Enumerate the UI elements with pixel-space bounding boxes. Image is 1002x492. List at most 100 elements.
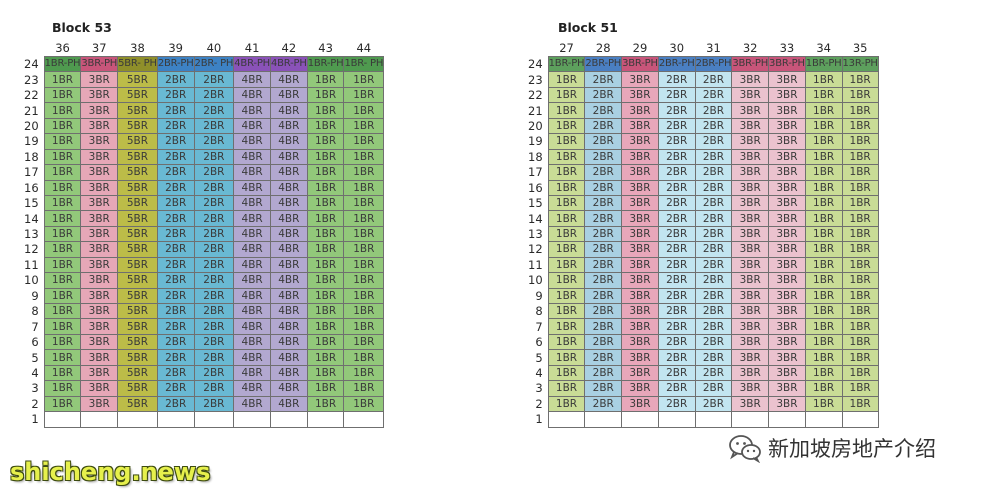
floor-row: 16 1BR 3BR 5BR 2BR 2BR 4BR 4BR 1BR 1BR [24,179,385,196]
unit-cell: 4BR [269,333,308,351]
unit-cell: 4BR [233,102,271,119]
unit-cell: 4BR [269,102,308,119]
floor-number: 7 [31,319,39,334]
unit-cell: 4BR [233,349,271,366]
unit-cell: 3BR [80,225,119,243]
unit-cell: 4BR [233,302,271,320]
penthouse-unit-cell: 1BR-PH [43,55,82,73]
unit-cell: 2BR [156,349,195,366]
floor-number: 22 [24,88,39,103]
unit-cell: 4BR [233,287,271,305]
unit-cell: 3BR [621,102,659,119]
unit-cell: 2BR [156,380,195,397]
unit-cell: 4BR [269,241,308,258]
penthouse-unit-cell: 2BR-PH [156,55,195,73]
unit-cell: 3BR [621,148,659,166]
unit-cell: 1BR [306,287,345,305]
unit-cell: 3BR [731,241,770,258]
unit-cell: 1BR [841,164,879,181]
unit-cell: 2BR [193,194,235,212]
unit-cell: 1BR [547,164,586,181]
floor-row: 13 1BR 3BR 5BR 2BR 2BR 4BR 4BR 1BR 1BR [24,225,385,243]
unit-cell: 3BR [731,256,770,274]
unit-cell: 1BR [841,86,879,104]
unit-cell: 5BR [117,133,158,150]
unit-cell: 3BR [768,71,806,88]
unit-cell: 3BR [80,241,119,258]
unit-cell: 4BR [233,241,271,258]
unit-cell: 3BR [621,179,659,196]
unit-cell: 3BR [621,333,659,351]
unit-cell: 2BR [156,164,195,181]
unit-cell: 1BR [306,380,345,397]
floor-number: 11 [24,257,39,272]
penthouse-unit-cell: 5BR- PH [117,55,158,73]
unit-cell: 3BR [768,272,806,289]
unit-cell: 1BR [547,349,586,366]
unit-cell: 2BR [694,395,733,413]
unit-cell: 1BR [547,148,586,166]
unit-cell: 1BR [841,395,879,413]
unit-cell: 2BR [584,241,623,258]
unit-cell: 3BR [621,225,659,243]
unit-cell: 1BR [43,287,82,305]
floor-number: 23 [24,72,39,87]
unit-cell: 3BR [80,86,119,104]
unit-cell: 2BR [657,256,696,274]
unit-cell: 1BR [343,302,385,320]
unit-cell: 4BR [233,71,271,88]
unit-cell: 1BR [343,225,385,243]
unit-cell: 5BR [117,71,158,88]
unit-cell: 3BR [80,179,119,196]
floor-row: 18 1BR 2BR 3BR 2BR 2BR 3BR 3BR 1BR 1BR [528,148,879,166]
floor-row: 22 1BR 3BR 5BR 2BR 2BR 4BR 4BR 1BR 1BR [24,86,385,104]
floor-row: 22 1BR 2BR 3BR 2BR 2BR 3BR 3BR 1BR 1BR [528,86,879,104]
unit-cell: 3BR [80,256,119,274]
unit-cell: 2BR [694,380,733,397]
floor-number: 8 [535,304,543,319]
unit-cell: 5BR [117,380,158,397]
unit-cell: 4BR [269,117,308,135]
unit-cell: 3BR [731,333,770,351]
floor-row: 21 1BR 3BR 5BR 2BR 2BR 4BR 4BR 1BR 1BR [24,102,385,119]
unit-cell: 2BR [657,395,696,413]
stack-number: 44 [356,41,372,55]
unit-cell: 1BR [547,102,586,119]
floor-number: 9 [535,288,543,303]
stack-number: 41 [244,41,260,55]
floor-number: 3 [535,381,543,396]
unit-cell: 3BR [80,272,119,289]
floor-row: 5 1BR 2BR 3BR 2BR 2BR 3BR 3BR 1BR 1BR [528,349,879,366]
unit-cell: 3BR [768,364,806,382]
stack-number: 38 [130,41,145,55]
unit-cell: 3BR [621,210,659,227]
unit-cell: 3BR [621,302,659,320]
header-corner [24,40,44,57]
unit-cell: 4BR [233,380,271,397]
unit-cell: 1BR [306,117,345,135]
unit-cell: 2BR [657,333,696,351]
unit-cell: 2BR [694,194,733,212]
unit-cell: 2BR [657,117,696,135]
unit-cell: 2BR [156,71,195,88]
unit-cell: 2BR [156,318,195,335]
unit-cell: 3BR [768,164,806,181]
floor-number: 23 [528,72,543,87]
unit-cell: 1BR [306,86,345,104]
floor-number: 17 [528,165,543,180]
unit-cell: 3BR [80,395,119,413]
unit-cell: 4BR [233,210,271,227]
unit-cell: 2BR [584,71,623,88]
unit-cell: 4BR [233,179,271,196]
unit-cell: 5BR [117,364,158,382]
unit-cell: 1BR [343,380,385,397]
floor-number: 6 [535,335,543,350]
unit-cell: 5BR [117,272,158,289]
unit-cell: 3BR [621,86,659,104]
unit-cell: 1BR [306,210,345,227]
unit-cell: 1BR [43,256,82,274]
unit-cell: 2BR [584,210,623,227]
unit-cell: 3BR [621,256,659,274]
empty-unit-cell [657,411,696,428]
wechat-icon [729,435,761,463]
